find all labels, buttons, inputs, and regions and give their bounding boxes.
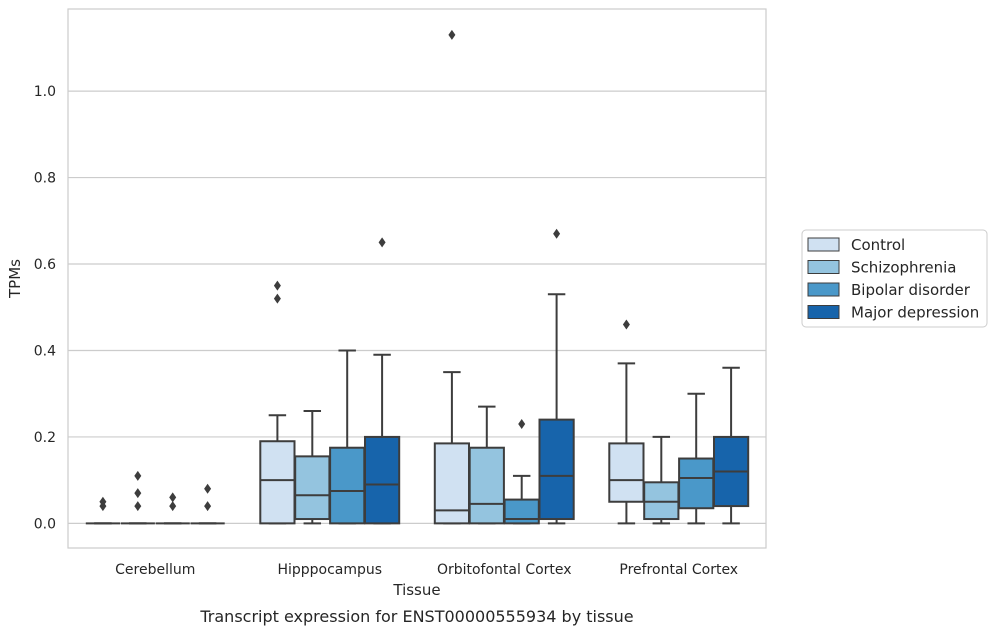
x-tick-label: Prefrontal Cortex — [619, 562, 738, 578]
plot-frame — [67, 8, 767, 549]
outlier-point — [134, 488, 142, 499]
x-axis-label: Tissue — [392, 581, 440, 599]
iqr-box — [329, 446, 366, 525]
gridlines — [68, 90, 766, 524]
box-schizophrenia — [643, 435, 680, 525]
y-tick-labels: 0.0 0.2 0.4 0.6 0.8 1.0 — [34, 84, 56, 532]
x-tick-labels: Cerebellum Hipppocampus Orbitofontal Corte… — [115, 562, 738, 578]
y-tick-label: 0.6 — [34, 257, 56, 273]
box-control — [433, 29, 471, 525]
legend: Control Schizophrenia Bipolar disorder Majo… — [801, 229, 988, 328]
x-tick-label: Orbitofontal Cortex — [437, 562, 572, 578]
box-schizophrenia — [468, 405, 505, 525]
iqr-box — [363, 435, 401, 525]
y-tick-label: 0.4 — [34, 343, 56, 359]
box-schizophrenia — [120, 470, 155, 525]
y-tick-label: 0.8 — [34, 171, 56, 187]
outlier-point — [273, 293, 281, 304]
box-major-depression — [190, 483, 225, 525]
outlier-point — [448, 29, 456, 40]
box-bipolar-disorder — [329, 349, 366, 525]
iqr-box — [608, 442, 645, 503]
outlier-point — [518, 418, 526, 429]
chart-caption: Transcript expression for ENST0000055593… — [199, 607, 633, 626]
y-tick-label: 1.0 — [34, 84, 56, 100]
outlier-point — [622, 319, 630, 330]
legend-label: Control — [851, 236, 905, 254]
outlier-point — [169, 492, 177, 503]
legend-label: Major depression — [851, 304, 979, 322]
box-bipolar-disorder — [155, 492, 190, 525]
box-major-depression — [538, 228, 575, 525]
legend-swatch — [807, 237, 840, 252]
box-schizophrenia — [294, 409, 331, 525]
iqr-box — [678, 457, 715, 510]
box-control — [608, 319, 645, 525]
box-bipolar-disorder — [503, 418, 540, 525]
y-tick-label: 0.0 — [34, 516, 56, 532]
box-major-depression — [363, 237, 401, 525]
outlier-point — [553, 228, 561, 239]
legend-label: Bipolar disorder — [851, 281, 971, 299]
outlier-point — [273, 280, 281, 291]
outlier-point — [169, 501, 177, 512]
y-axis-label: TPMs — [6, 259, 24, 299]
outlier-point — [99, 496, 107, 507]
box-bipolar-disorder — [678, 392, 715, 525]
boxes — [85, 29, 750, 525]
iqr-box — [294, 455, 331, 521]
box-major-depression — [712, 366, 750, 525]
legend-swatch — [807, 282, 840, 297]
box-control — [259, 280, 296, 525]
iqr-box — [468, 446, 505, 525]
iqr-box — [643, 481, 680, 521]
iqr-box — [538, 418, 575, 521]
outlier-point — [378, 237, 386, 248]
x-tick-label: Hipppocampus — [277, 562, 382, 578]
legend-swatch — [807, 305, 840, 319]
legend-label: Schizophrenia — [851, 259, 956, 277]
outlier-point — [134, 470, 142, 481]
outlier-point — [204, 483, 212, 494]
y-tick-label: 0.2 — [34, 430, 56, 446]
iqr-box — [259, 440, 296, 525]
x-tick-label: Cerebellum — [115, 562, 195, 578]
outlier-point — [134, 501, 142, 512]
box-control — [85, 496, 121, 525]
outlier-point — [204, 501, 212, 512]
legend-frame — [801, 229, 988, 328]
legend-swatch — [807, 260, 840, 274]
